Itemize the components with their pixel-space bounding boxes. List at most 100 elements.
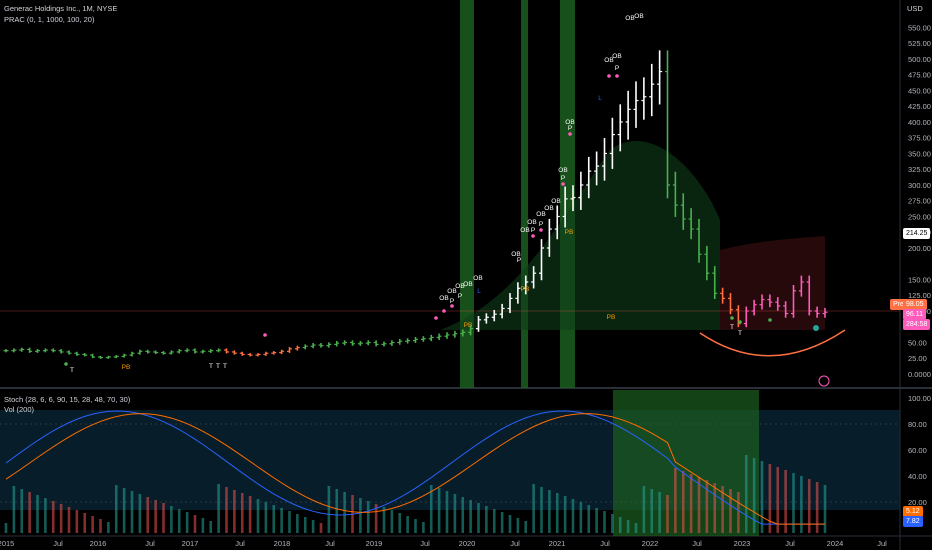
time-axis-tick: 2019	[366, 539, 383, 548]
volume-bar	[603, 511, 606, 533]
volume-bar	[508, 515, 512, 533]
trough-dot	[64, 362, 68, 366]
volume-bar	[752, 458, 756, 533]
volume-bar	[83, 513, 87, 533]
volume-bar	[681, 471, 685, 533]
ob-label: OB	[520, 227, 529, 234]
volume-bar	[611, 514, 614, 533]
volume-bar	[335, 489, 339, 533]
stoch-axis-tick: 40.00	[908, 472, 927, 481]
volume-bar	[776, 467, 780, 533]
volume-bar	[516, 518, 520, 533]
p-label: P	[450, 298, 454, 305]
volume-bar	[359, 498, 362, 533]
peak-dot	[615, 74, 619, 78]
symbol-title[interactable]: Generac Holdings Inc., 1M, NYSE	[4, 4, 118, 13]
signal-circle	[813, 325, 819, 331]
volume-bar	[114, 485, 118, 533]
price-axis-tick: 350.00	[908, 149, 931, 158]
volume-bar	[406, 516, 409, 533]
volume-bar	[477, 503, 480, 533]
ob-label: OB	[551, 198, 560, 205]
volume-bar	[99, 519, 102, 533]
vol-indicator-label[interactable]: Vol (200)	[4, 405, 35, 414]
volume-bar	[209, 521, 213, 533]
volume-bar	[256, 499, 260, 533]
stoch-axis-tick: 80.00	[908, 420, 927, 429]
peak-dot	[561, 182, 565, 186]
stoch-indicator-label[interactable]: Stoch (28, 6, 6, 90, 15, 28, 48, 70, 30)	[4, 395, 131, 404]
time-axis-tick: Jul	[325, 539, 335, 548]
p-label: P	[539, 221, 543, 228]
price-axis-tick: 500.00	[908, 55, 931, 64]
time-axis-tick: Jul	[692, 539, 702, 548]
ob-label: OB	[511, 251, 520, 258]
ob-label: OB	[536, 211, 545, 218]
volume-bar	[138, 494, 142, 533]
volume-bar	[146, 497, 150, 533]
stoch-k-line	[5, 410, 825, 525]
signal-zone-1	[521, 0, 528, 388]
volume-bar	[445, 491, 449, 533]
ob-label: OB	[447, 288, 456, 295]
volume-bar	[437, 488, 441, 533]
stoch-axis-tick: 20.00	[908, 498, 927, 507]
time-axis-tick: 2015	[0, 539, 14, 548]
time-axis-tick: 2022	[642, 539, 659, 548]
volume-bar	[666, 495, 669, 533]
volume-bar	[555, 493, 559, 533]
volume-bar	[201, 518, 205, 533]
volume-bar	[492, 509, 496, 533]
time-axis-tick: Jul	[145, 539, 155, 548]
stoch-d-line	[5, 413, 825, 525]
price-axis-tick: 275.00	[908, 197, 931, 206]
peak-dot	[568, 132, 572, 136]
pb-label: PB	[122, 364, 131, 371]
ob-label: OB	[527, 219, 536, 226]
time-axis-tick: Jul	[877, 539, 887, 548]
volume-bar	[650, 489, 654, 533]
time-axis-tick: Jul	[235, 539, 245, 548]
price-axis-tick: 125.00	[908, 291, 931, 300]
p-label: P	[517, 257, 521, 264]
volume-bar	[319, 523, 323, 533]
volume-bar	[248, 496, 252, 533]
price-axis-tick: 50.00	[908, 338, 927, 347]
volume-bar	[217, 484, 220, 533]
volume-bar	[193, 515, 197, 533]
currency-label[interactable]: USD	[907, 4, 923, 13]
cup-arc	[699, 329, 846, 357]
trough-dot	[768, 318, 772, 322]
peak-dot	[450, 304, 454, 308]
volume-bar	[485, 506, 488, 533]
volume-bar	[807, 479, 811, 533]
volume-bar	[44, 498, 47, 533]
price-axis-tick: 450.00	[908, 86, 931, 95]
time-axis-tick: 2024	[827, 539, 844, 548]
volume-bar	[28, 492, 31, 533]
price-axis-tick: 200.00	[908, 244, 931, 253]
volume-bar	[75, 510, 79, 533]
ob-label: OB	[565, 119, 574, 126]
time-axis-tick: 2017	[182, 539, 199, 548]
prac-indicator-label[interactable]: PRAC (0, 1, 1000, 100, 20)	[4, 15, 95, 24]
volume-bar	[563, 496, 567, 533]
volume-bar	[398, 513, 402, 533]
volume-bar	[587, 505, 591, 533]
l-label: L	[477, 288, 481, 295]
ob-label: OB	[612, 53, 621, 60]
trend-cloud-green	[440, 140, 720, 330]
time-axis-tick: 2021	[549, 539, 566, 548]
pb-label: PB	[607, 314, 616, 321]
time-axis-tick: 2018	[274, 539, 291, 548]
time-axis-tick: Jul	[785, 539, 795, 548]
time-axis-tick: Jul	[53, 539, 63, 548]
ob-label: OB	[634, 13, 643, 20]
volume-bar	[500, 512, 504, 533]
p-label: P	[561, 175, 565, 182]
trough-label: T	[730, 324, 734, 331]
volume-bar	[240, 493, 244, 533]
volume-bar	[658, 492, 661, 533]
volume-bar	[414, 519, 417, 533]
